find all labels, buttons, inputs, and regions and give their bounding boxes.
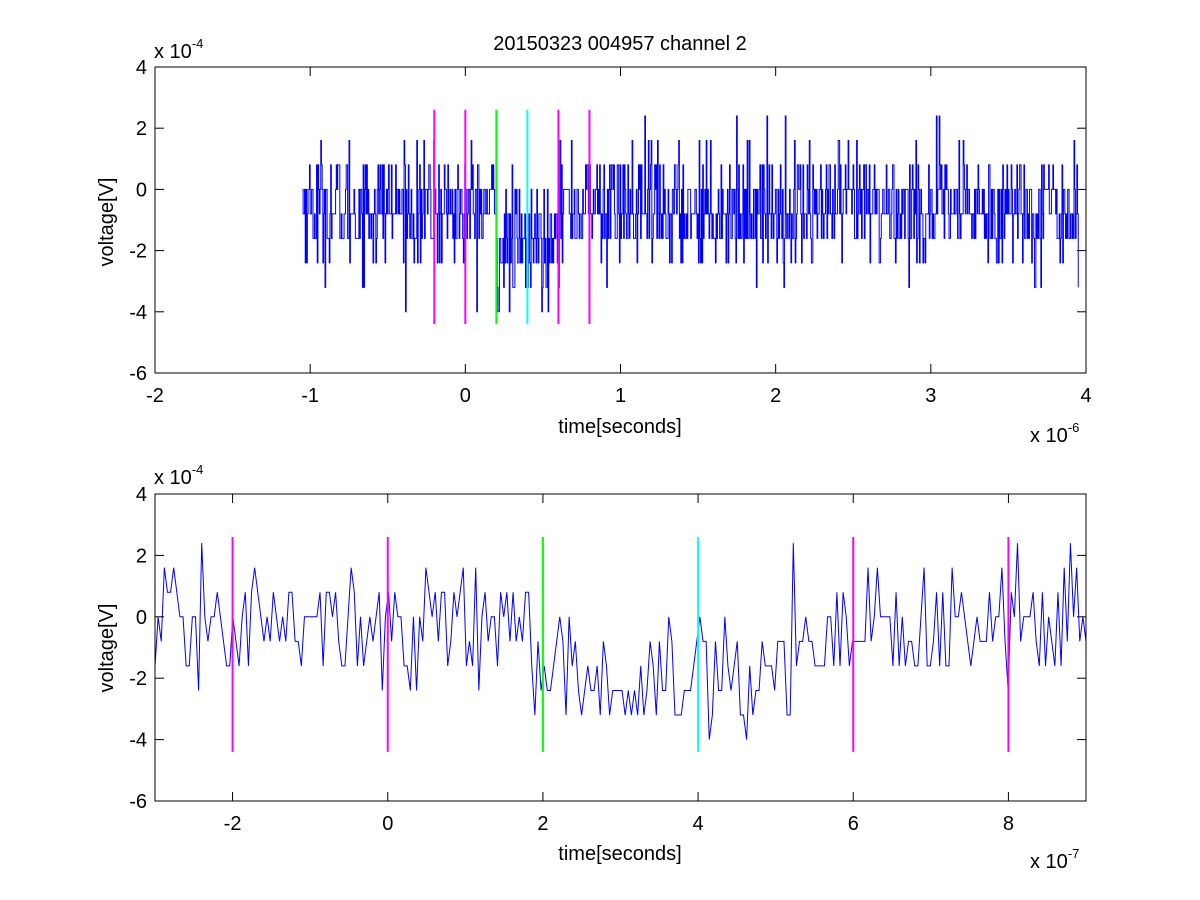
y-tick-label: 4 bbox=[136, 57, 147, 79]
x-exponent-base-top: x 10 bbox=[1030, 425, 1068, 447]
y-tick-label: -4 bbox=[129, 302, 147, 324]
axes-bottom: -2 0 2 4 6 8 -6 -4 -2 0 2 4 time[seconds] voltage[V… bbox=[96, 462, 1087, 873]
x-exponent-top: x 10-6 bbox=[1030, 420, 1079, 447]
x-tick-label: 2 bbox=[770, 385, 781, 407]
marker-layer-top bbox=[433, 109, 591, 325]
signal-trace bbox=[154, 543, 1087, 740]
x-tick-label: -1 bbox=[301, 385, 319, 407]
y-exponent-power-bottom: -4 bbox=[192, 462, 204, 477]
y-axis-label-bottom: voltage[V] bbox=[96, 604, 118, 693]
y-tick-label: 0 bbox=[136, 179, 147, 201]
x-tick-label: 8 bbox=[1003, 813, 1014, 835]
y-tick-label: 0 bbox=[136, 607, 147, 629]
y-axis-label-top: voltage[V] bbox=[96, 178, 118, 267]
x-exponent-bottom: x 10-7 bbox=[1030, 846, 1079, 873]
x-exponent-power-top: -6 bbox=[1068, 420, 1080, 435]
x-exponent-base-bottom: x 10 bbox=[1030, 851, 1068, 873]
marker-layer-bottom bbox=[231, 536, 1010, 752]
y-exponent-power-top: -4 bbox=[192, 36, 204, 51]
x-tick-label: 1 bbox=[615, 385, 626, 407]
y-tick-label: 2 bbox=[136, 118, 147, 140]
y-exponent-base-bottom: x 10 bbox=[154, 467, 192, 489]
y-exponent-top: x 10-4 bbox=[154, 36, 203, 63]
signal-layer-bottom bbox=[154, 543, 1087, 740]
figure-title: 20150323 004957 channel 2 bbox=[493, 33, 747, 55]
y-tick-label: 4 bbox=[136, 484, 147, 506]
y-tick-label: -2 bbox=[129, 241, 147, 263]
y-exponent-bottom: x 10-4 bbox=[154, 462, 203, 489]
y-tick-label: -4 bbox=[129, 730, 147, 752]
x-tick-label: 3 bbox=[925, 385, 936, 407]
x-tick-label: 4 bbox=[1080, 385, 1091, 407]
y-tick-label: -6 bbox=[129, 363, 147, 385]
y-tick-label: -6 bbox=[129, 791, 147, 813]
tick-layer-top: -2 -1 0 1 2 3 4 -6 -4 -2 0 2 4 bbox=[129, 57, 1091, 407]
axes-box-bottom bbox=[154, 493, 1087, 802]
tick-layer-bottom: -2 0 2 4 6 8 -6 -4 -2 0 2 4 bbox=[129, 484, 1086, 835]
x-tick-label: -2 bbox=[146, 385, 164, 407]
x-tick-label: 0 bbox=[382, 813, 393, 835]
x-tick-label: 2 bbox=[537, 813, 548, 835]
x-tick-label: 0 bbox=[460, 385, 471, 407]
x-tick-label: 6 bbox=[848, 813, 859, 835]
x-tick-label: 4 bbox=[693, 813, 704, 835]
x-tick-label: -2 bbox=[224, 813, 242, 835]
x-axis-label-bottom: time[seconds] bbox=[558, 843, 681, 865]
x-axis-label-top: time[seconds] bbox=[558, 416, 681, 438]
y-exponent-base-top: x 10 bbox=[154, 41, 192, 63]
x-exponent-power-bottom: -7 bbox=[1068, 846, 1080, 861]
y-tick-label: -2 bbox=[129, 668, 147, 690]
y-tick-label: 2 bbox=[136, 545, 147, 567]
